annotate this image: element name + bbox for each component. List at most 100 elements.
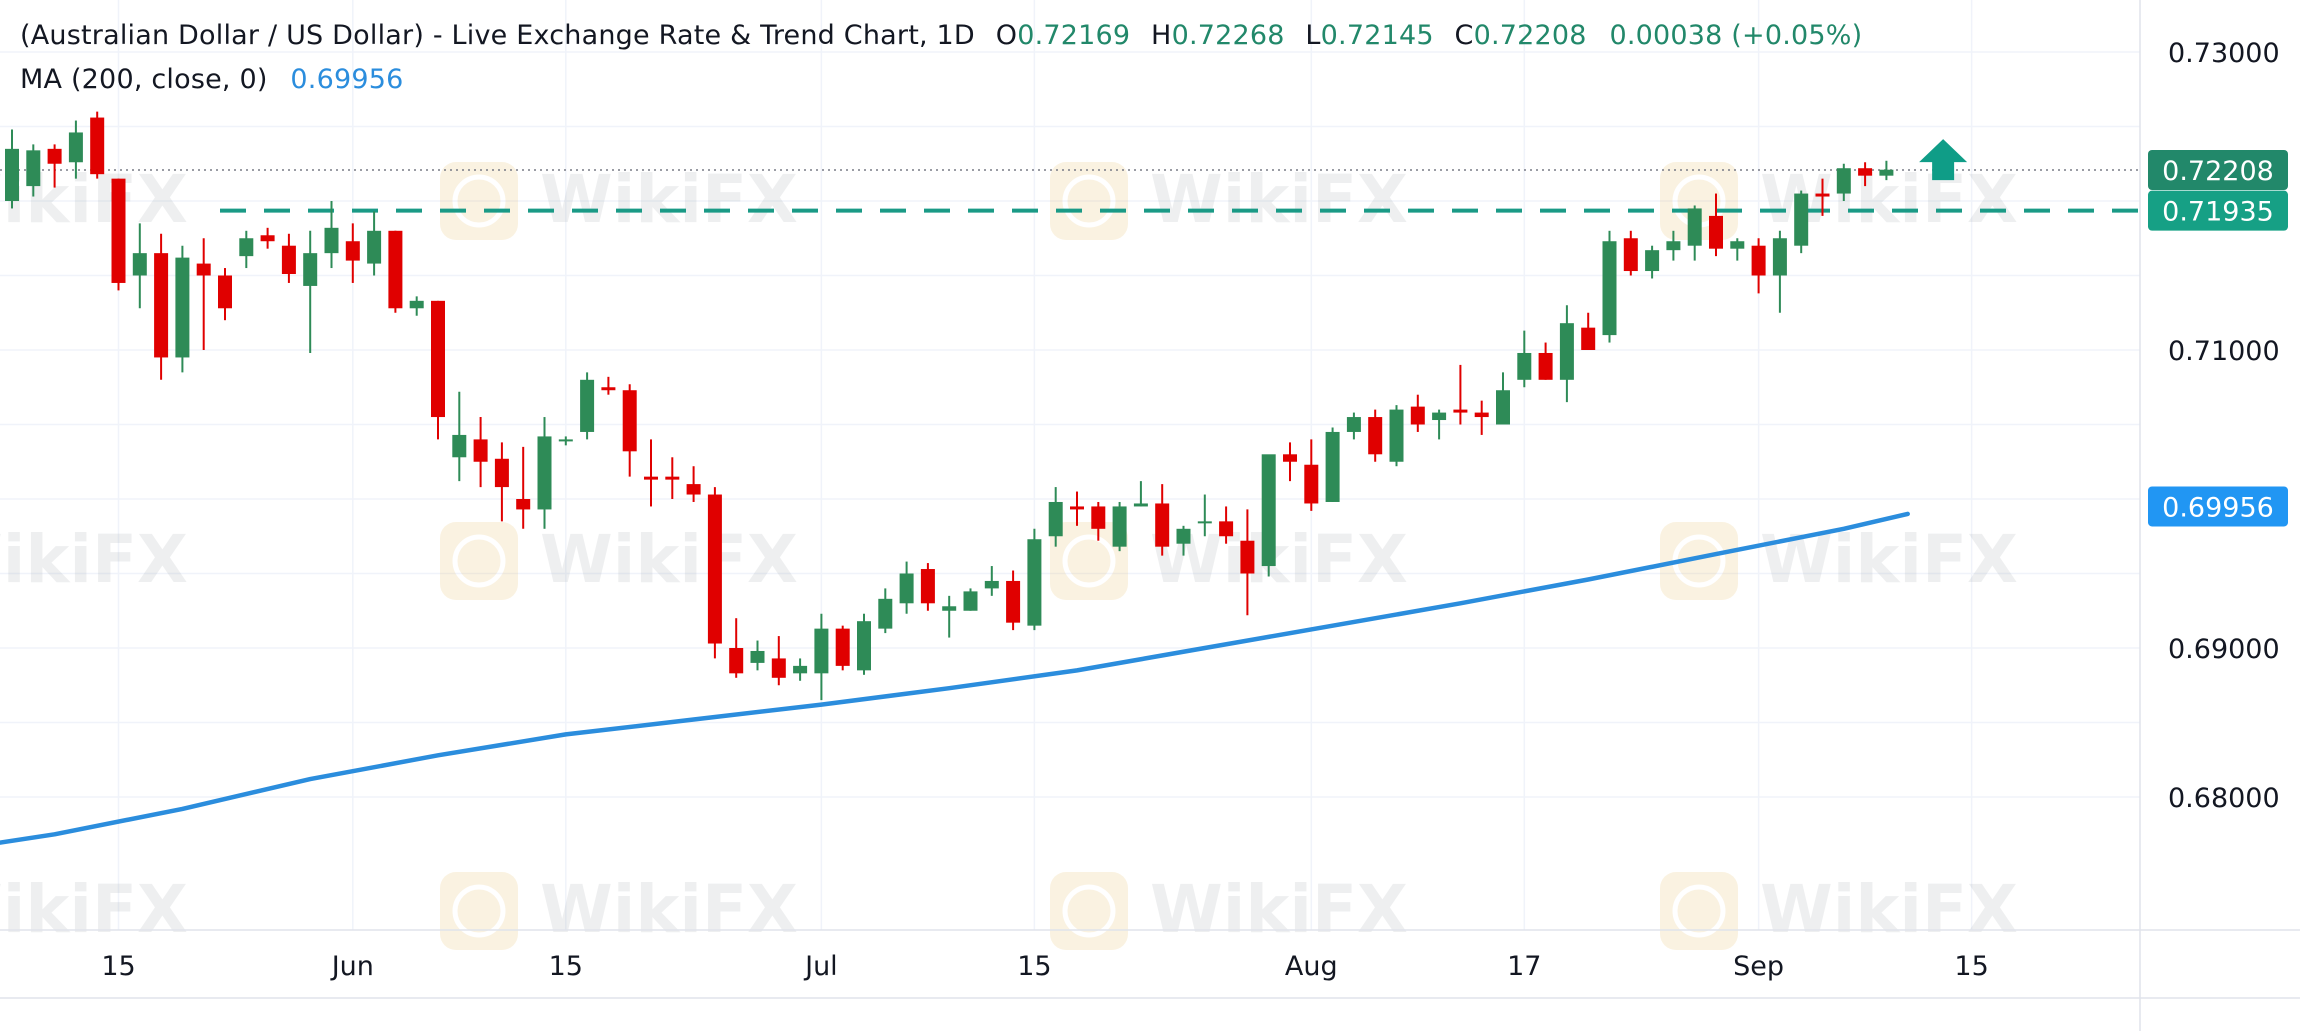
candle[interactable] xyxy=(260,227,275,249)
candle[interactable] xyxy=(409,296,424,316)
candle[interactable] xyxy=(1602,230,1617,343)
candle[interactable] xyxy=(1858,162,1873,187)
candle[interactable] xyxy=(1176,525,1191,556)
ma-price-tag[interactable]: 0.69956 xyxy=(2148,486,2288,527)
candle[interactable] xyxy=(942,595,957,638)
candle[interactable] xyxy=(793,658,808,681)
resistance-price-tag[interactable]: 0.71935 xyxy=(2148,190,2288,231)
candle[interactable] xyxy=(281,233,296,283)
candle[interactable] xyxy=(707,487,722,659)
candle-body xyxy=(132,253,147,276)
candle[interactable] xyxy=(1261,454,1276,577)
watermark: WikiFX xyxy=(440,161,798,240)
candle[interactable] xyxy=(665,457,680,499)
candle[interactable] xyxy=(1687,205,1702,261)
candle[interactable] xyxy=(1666,230,1681,261)
candle[interactable] xyxy=(1155,484,1170,556)
candle-body xyxy=(1794,193,1809,246)
candle[interactable] xyxy=(1538,342,1553,380)
candle[interactable] xyxy=(1283,442,1297,482)
candle[interactable] xyxy=(1346,412,1361,440)
candle[interactable] xyxy=(516,446,531,529)
candle[interactable] xyxy=(1709,193,1723,257)
candle[interactable] xyxy=(558,436,573,446)
candle[interactable] xyxy=(835,625,850,671)
candle[interactable] xyxy=(1581,312,1596,350)
last-price-tag[interactable]: 0.72208 xyxy=(2148,150,2288,191)
candle[interactable] xyxy=(1474,400,1489,435)
candle[interactable] xyxy=(218,268,232,321)
candle[interactable] xyxy=(1325,427,1340,502)
candle[interactable] xyxy=(1197,494,1212,537)
candle[interactable] xyxy=(154,233,169,380)
candle[interactable] xyxy=(473,417,488,488)
candle[interactable] xyxy=(750,640,765,671)
candle[interactable] xyxy=(303,230,318,353)
candle[interactable] xyxy=(771,636,786,686)
ma-200-line[interactable] xyxy=(0,511,1910,858)
candle[interactable] xyxy=(1112,501,1127,552)
candle[interactable] xyxy=(1645,245,1660,279)
candle[interactable] xyxy=(1389,405,1404,467)
candle[interactable] xyxy=(1794,190,1809,254)
candle[interactable] xyxy=(431,300,445,440)
candle[interactable] xyxy=(963,588,978,611)
candle[interactable] xyxy=(132,223,147,309)
candle[interactable] xyxy=(324,201,339,269)
candle[interactable] xyxy=(1432,409,1447,440)
candle[interactable] xyxy=(1453,364,1468,425)
candle[interactable] xyxy=(1879,160,1894,181)
candle[interactable] xyxy=(1006,570,1021,631)
candle[interactable] xyxy=(68,120,83,179)
candle[interactable] xyxy=(601,376,616,395)
candle[interactable] xyxy=(111,178,126,291)
candle[interactable] xyxy=(452,391,467,482)
candle[interactable] xyxy=(580,372,595,440)
candle[interactable] xyxy=(1751,238,1766,294)
candle[interactable] xyxy=(26,144,41,197)
candle[interactable] xyxy=(239,230,254,269)
candle[interactable] xyxy=(175,245,190,373)
candle[interactable] xyxy=(1304,439,1319,511)
candle[interactable] xyxy=(1070,491,1084,526)
candle[interactable] xyxy=(729,618,744,678)
candle[interactable] xyxy=(367,211,382,276)
candle[interactable] xyxy=(1410,394,1425,432)
candle[interactable] xyxy=(920,563,935,611)
candle[interactable] xyxy=(984,566,999,596)
candle[interactable] xyxy=(1240,509,1255,616)
candle[interactable] xyxy=(1623,230,1638,276)
candle[interactable] xyxy=(1091,501,1106,541)
candle[interactable] xyxy=(47,144,62,188)
candle[interactable] xyxy=(899,561,914,614)
candle[interactable] xyxy=(1836,163,1851,201)
candle[interactable] xyxy=(537,417,552,529)
indicator-legend[interactable]: MA (200, close, 0) 0.69956 xyxy=(20,64,403,95)
candle-body xyxy=(537,436,552,510)
candle[interactable] xyxy=(196,238,211,350)
candle[interactable] xyxy=(90,111,105,179)
candle[interactable] xyxy=(1027,528,1042,631)
candle[interactable] xyxy=(5,129,19,209)
candle[interactable] xyxy=(494,442,509,522)
candle[interactable] xyxy=(686,466,701,502)
candle[interactable] xyxy=(814,613,829,701)
candle-body xyxy=(1070,506,1084,510)
candle[interactable] xyxy=(1368,409,1383,462)
candle[interactable] xyxy=(878,588,893,634)
candle[interactable] xyxy=(1133,481,1148,507)
candle[interactable] xyxy=(1559,305,1574,403)
candle[interactable] xyxy=(644,439,658,507)
candle[interactable] xyxy=(622,384,637,477)
candle[interactable] xyxy=(1219,506,1234,544)
candle[interactable] xyxy=(345,223,360,283)
candle[interactable] xyxy=(1772,230,1787,313)
candle[interactable] xyxy=(1496,372,1510,425)
candle[interactable] xyxy=(388,230,403,313)
candle[interactable] xyxy=(1730,238,1745,261)
candle[interactable] xyxy=(1048,487,1063,547)
high-label: H xyxy=(1151,20,1172,51)
candle[interactable] xyxy=(1815,178,1830,216)
candle[interactable] xyxy=(1517,330,1532,388)
candle[interactable] xyxy=(857,613,871,675)
